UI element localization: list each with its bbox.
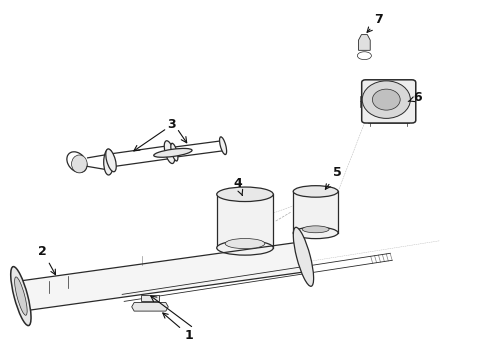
- Polygon shape: [142, 296, 159, 301]
- Ellipse shape: [220, 137, 226, 154]
- Text: 2: 2: [38, 245, 55, 275]
- Polygon shape: [293, 192, 338, 233]
- Text: 4: 4: [233, 177, 243, 195]
- Ellipse shape: [362, 81, 410, 118]
- Ellipse shape: [302, 226, 329, 233]
- Ellipse shape: [154, 148, 192, 157]
- Ellipse shape: [72, 155, 87, 173]
- Ellipse shape: [293, 227, 338, 239]
- Text: 1: 1: [163, 313, 194, 342]
- Ellipse shape: [372, 89, 400, 110]
- FancyBboxPatch shape: [362, 80, 416, 123]
- Polygon shape: [132, 302, 168, 311]
- Ellipse shape: [294, 227, 314, 286]
- Ellipse shape: [164, 141, 175, 163]
- Ellipse shape: [15, 277, 27, 315]
- Text: 3: 3: [168, 118, 176, 131]
- Polygon shape: [359, 35, 370, 50]
- Ellipse shape: [11, 267, 31, 325]
- Text: 5: 5: [325, 166, 342, 189]
- Text: 7: 7: [367, 13, 383, 32]
- Ellipse shape: [217, 240, 273, 255]
- Ellipse shape: [106, 149, 116, 172]
- Ellipse shape: [171, 143, 178, 161]
- Ellipse shape: [293, 186, 338, 197]
- Text: 6: 6: [408, 91, 422, 104]
- Ellipse shape: [217, 187, 273, 202]
- Ellipse shape: [104, 149, 114, 175]
- Polygon shape: [217, 194, 273, 248]
- Polygon shape: [17, 242, 307, 311]
- Ellipse shape: [225, 239, 265, 249]
